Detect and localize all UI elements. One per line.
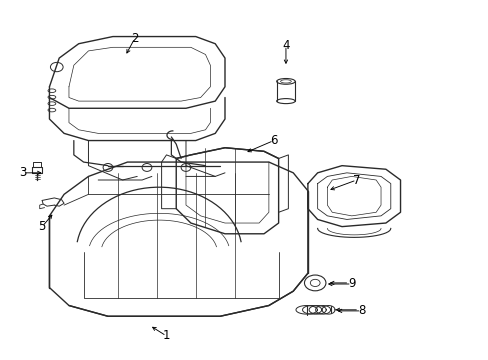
Text: 4: 4 (282, 39, 289, 52)
Text: 1: 1 (163, 329, 170, 342)
Text: 5: 5 (39, 220, 46, 233)
Text: 8: 8 (357, 305, 365, 318)
Text: 7: 7 (352, 174, 360, 186)
Text: 3: 3 (19, 166, 26, 179)
Text: 9: 9 (347, 278, 355, 291)
Text: 2: 2 (131, 32, 138, 45)
Text: 6: 6 (269, 134, 277, 147)
